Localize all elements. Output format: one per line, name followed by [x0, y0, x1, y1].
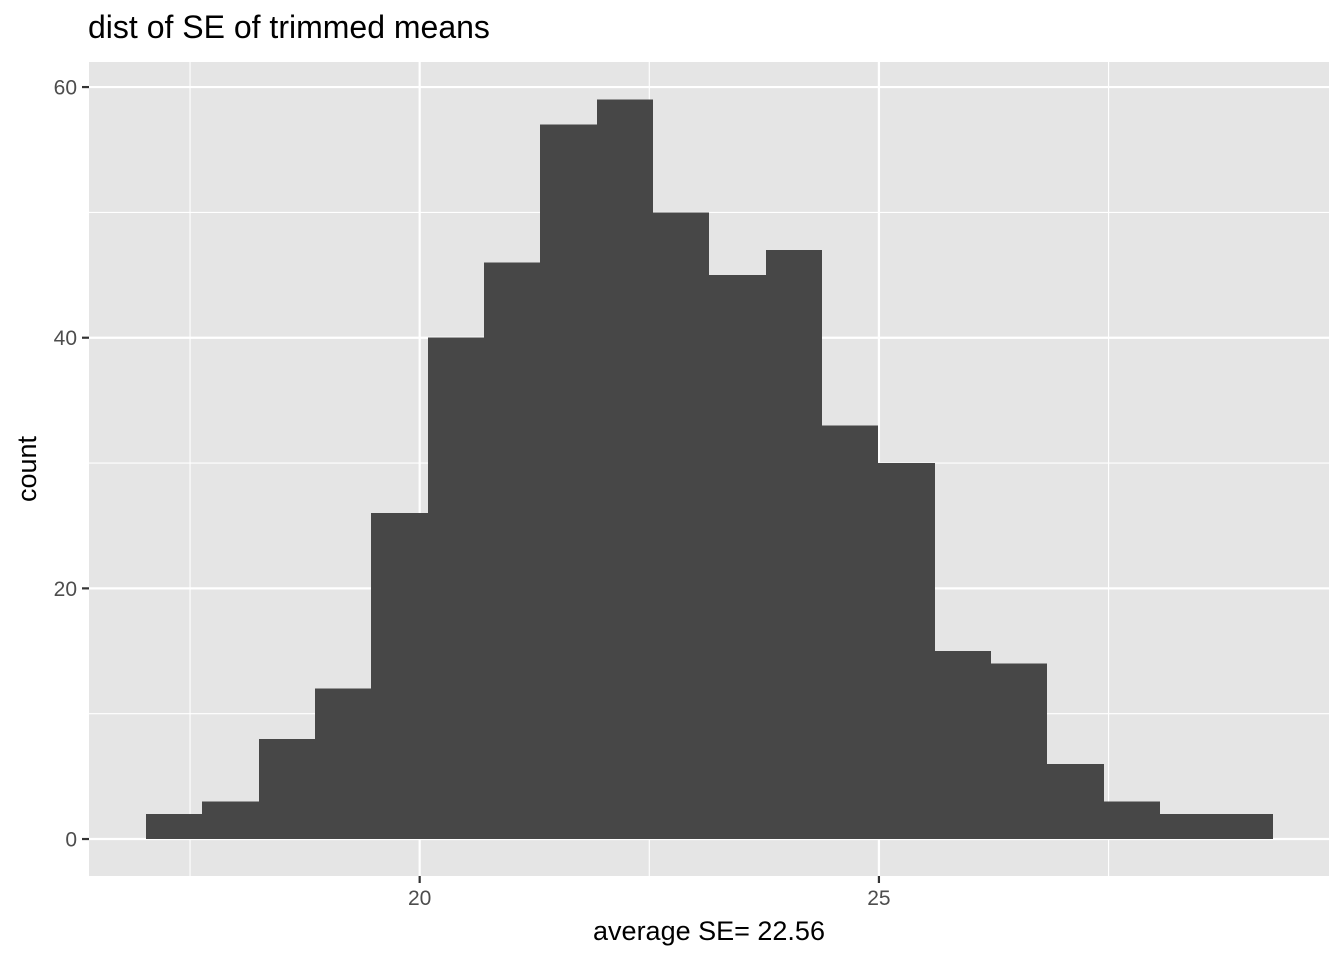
histogram-bar	[201, 801, 259, 840]
histogram-bar	[990, 663, 1048, 840]
histogram-bar	[1216, 813, 1273, 840]
histogram-bars	[145, 99, 1273, 840]
histogram-bar	[1103, 801, 1160, 840]
y-axis-title: count	[12, 435, 42, 502]
histogram-bar	[145, 813, 202, 840]
y-tick-label: 20	[54, 578, 77, 601]
histogram-bar	[314, 688, 371, 840]
histogram-bar	[258, 738, 315, 840]
histogram-bar	[709, 275, 766, 840]
histogram-bar	[483, 262, 540, 840]
histogram-bar	[596, 99, 653, 840]
histogram-bar	[1159, 813, 1217, 840]
x-tick-label: 20	[408, 887, 431, 910]
histogram-bar	[934, 651, 991, 840]
histogram-bar	[878, 463, 935, 840]
histogram-bar	[539, 124, 597, 840]
x-axis: 20 25	[408, 876, 891, 910]
histogram-bar	[765, 249, 822, 840]
histogram-bar	[821, 425, 879, 840]
histogram-bar	[1047, 763, 1104, 840]
chart-title: dist of SE of trimmed means	[88, 9, 490, 45]
x-tick-label: 25	[867, 887, 890, 910]
y-tick-label: 60	[54, 77, 77, 100]
x-axis-title: average SE= 22.56	[593, 916, 825, 946]
histogram-bar	[370, 513, 428, 840]
histogram-bar	[652, 212, 709, 840]
histogram-bar	[427, 337, 484, 840]
y-tick-label: 40	[54, 327, 77, 350]
y-axis: 0 20 40 60	[54, 77, 89, 852]
y-tick-label: 0	[65, 829, 77, 852]
